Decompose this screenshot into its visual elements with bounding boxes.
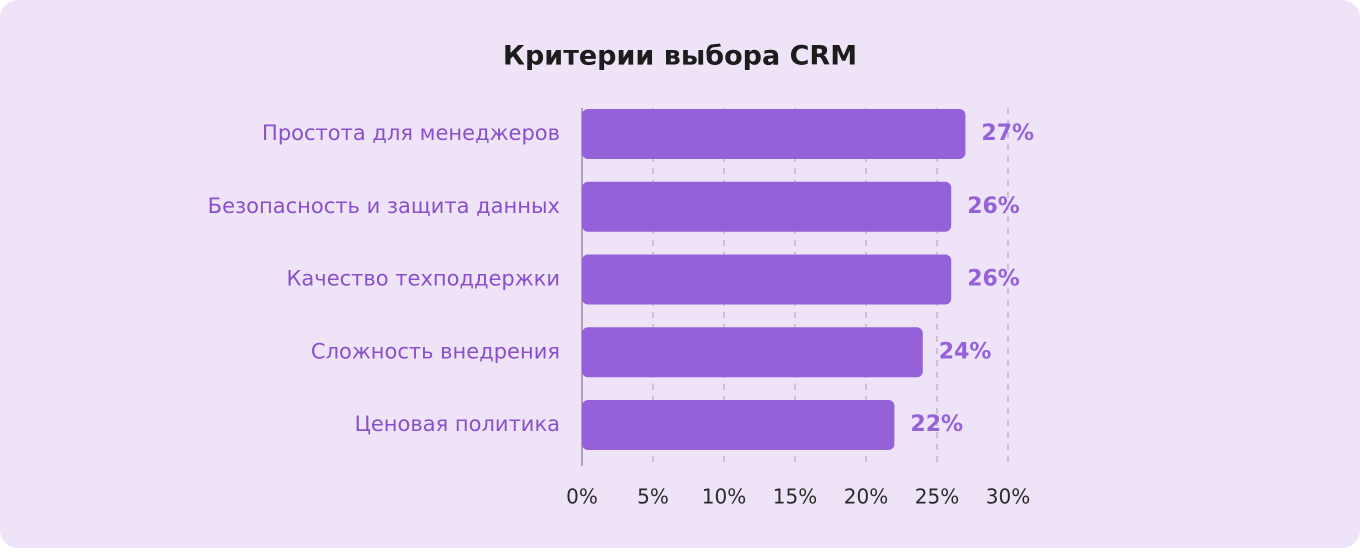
- value-label: 26%: [967, 267, 1020, 292]
- x-tick-label: 15%: [773, 485, 817, 509]
- value-label: 24%: [939, 339, 992, 364]
- value-label: 27%: [981, 121, 1034, 146]
- chart-title: Критерии выбора CRM: [503, 41, 857, 72]
- x-tick-label: 10%: [702, 485, 746, 509]
- x-tick-label: 20%: [844, 485, 888, 509]
- bar: [582, 327, 923, 378]
- y-tick-label: Простота для менеджеров: [262, 121, 560, 145]
- y-tick-label: Ценовая политика: [355, 412, 560, 436]
- y-tick-label: Качество техподдержки: [287, 267, 560, 291]
- bar: [582, 109, 966, 159]
- x-tick-label: 0%: [566, 485, 598, 509]
- x-tick-label: 25%: [915, 485, 959, 509]
- value-label: 22%: [910, 412, 963, 437]
- x-tick-label: 5%: [637, 485, 669, 509]
- value-label: 26%: [967, 194, 1020, 219]
- bar: [582, 181, 952, 232]
- y-tick-label: Безопасность и защита данных: [208, 194, 560, 218]
- bar: [582, 254, 952, 305]
- x-tick-label: 30%: [986, 485, 1030, 509]
- bar: [582, 400, 895, 450]
- y-tick-label: Сложность внедрения: [311, 339, 560, 363]
